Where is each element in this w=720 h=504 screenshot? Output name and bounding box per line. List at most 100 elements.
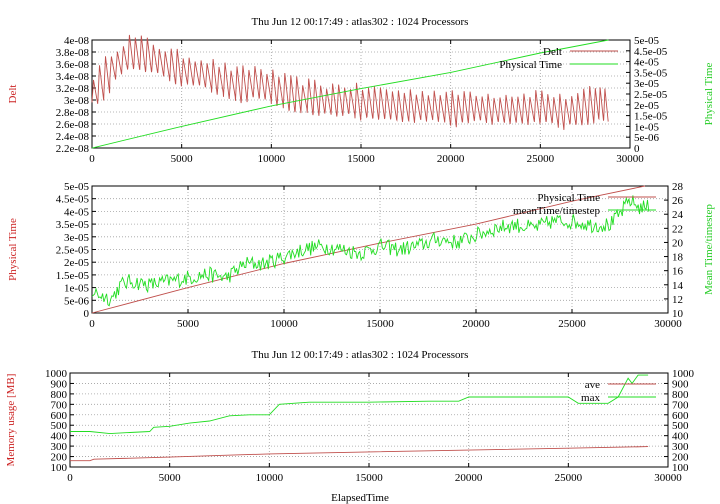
y2-tick-label: 5e-06 (634, 132, 660, 144)
y2-tick-label: 4e-05 (634, 57, 660, 69)
chart-title: Thu Jun 12 00:17:49 : atlas302 : 1024 Pr… (252, 349, 469, 361)
y-tick-label: 700 (51, 399, 68, 411)
y2-tick-label: 12 (672, 294, 683, 306)
x-tick-label: 5000 (159, 472, 182, 484)
series-line-max (70, 374, 649, 435)
chart-title: Thu Jun 12 00:17:49 : atlas302 : 1024 Pr… (252, 16, 469, 28)
x-tick-label: 20000 (462, 318, 490, 330)
y2-tick-label: 1.5e-05 (634, 111, 668, 123)
series-line-ave (70, 446, 649, 462)
y-tick-label: 600 (51, 410, 68, 422)
y2-tick-label: 2.5e-05 (634, 89, 668, 101)
x-tick-label: 30000 (654, 472, 682, 484)
x-tick-label: 25000 (555, 472, 583, 484)
x-tick-label: 25000 (527, 153, 555, 165)
y-tick-label: 2e-05 (64, 257, 90, 269)
x-tick-label: 30000 (654, 318, 682, 330)
x-tick-label: 15000 (347, 153, 375, 165)
y2-tick-label: 800 (672, 389, 689, 401)
y2-tick-label: 700 (672, 399, 689, 411)
y-tick-label: 2.6e-08 (56, 119, 90, 131)
y2-tick-label: 2e-05 (634, 100, 660, 112)
y2-tick-label: 26 (672, 195, 684, 207)
y-tick-label: 4e-08 (64, 35, 90, 47)
y2-axis-label: Mean Time/timestep (703, 204, 715, 295)
y-axis-label: Physical Time (7, 218, 19, 281)
y-tick-label: 4.5e-05 (56, 194, 90, 206)
y-tick-label: 0 (84, 308, 90, 320)
x-tick-label: 15000 (366, 318, 394, 330)
y-tick-label: 1000 (45, 368, 68, 380)
y-tick-label: 5e-06 (64, 295, 90, 307)
y-axis-label: Memory usage [MB] (5, 374, 17, 467)
y-tick-label: 2.8e-08 (56, 107, 90, 119)
y-tick-label: 800 (51, 389, 68, 401)
y2-tick-label: 100 (672, 462, 689, 474)
y2-tick-label: 28 (672, 181, 684, 193)
y2-tick-label: 5e-05 (634, 35, 660, 47)
x-tick-label: 0 (89, 318, 95, 330)
y-tick-label: 3.4e-08 (56, 71, 90, 83)
legend-label: Physical Time (537, 192, 600, 204)
y-tick-label: 3e-05 (64, 232, 90, 244)
y-tick-label: 4e-05 (64, 206, 90, 218)
series-line-delt (91, 34, 609, 130)
legend-label: Physical Time (499, 59, 562, 71)
y-tick-label: 2.4e-08 (56, 131, 90, 143)
y2-tick-label: 18 (672, 252, 684, 264)
x-tick-label: 10000 (270, 318, 298, 330)
y2-tick-label: 300 (672, 441, 689, 453)
y-tick-label: 100 (51, 462, 68, 474)
y-tick-label: 500 (51, 420, 68, 432)
y-tick-label: 3.5e-05 (56, 219, 90, 231)
series-line-physical-time (91, 39, 609, 149)
y2-tick-label: 200 (672, 452, 689, 464)
y2-tick-label: 600 (672, 410, 689, 422)
y2-tick-label: 1000 (672, 368, 695, 380)
y2-tick-label: 10 (672, 308, 684, 320)
legend-label: ave (585, 379, 600, 391)
y2-tick-label: 24 (672, 209, 684, 221)
y-tick-label: 1.5e-05 (56, 270, 90, 282)
y2-tick-label: 1e-05 (634, 121, 660, 133)
y2-tick-label: 3.5e-05 (634, 67, 668, 79)
x-tick-label: 5000 (177, 318, 200, 330)
x-tick-label: 20000 (455, 472, 483, 484)
legend-label: meanTime/timestep (513, 205, 600, 217)
y2-tick-label: 900 (672, 378, 689, 390)
y-tick-label: 5e-05 (64, 181, 90, 193)
y-tick-label: 1e-05 (64, 283, 90, 295)
legend-label: max (581, 392, 600, 404)
y2-tick-label: 20 (672, 237, 684, 249)
y-tick-label: 3e-08 (64, 95, 90, 107)
y-tick-label: 200 (51, 452, 68, 464)
y-tick-label: 400 (51, 431, 68, 443)
y-tick-label: 3.8e-08 (56, 47, 90, 59)
x-tick-label: 25000 (558, 318, 586, 330)
x-tick-label: 10000 (256, 472, 284, 484)
y-tick-label: 2.2e-08 (56, 143, 90, 155)
plot-frame (69, 372, 669, 468)
series-line-physical-time (91, 185, 646, 314)
y2-tick-label: 0 (634, 143, 640, 155)
y2-tick-label: 22 (672, 223, 683, 235)
legend-label: Delt (543, 46, 562, 58)
y2-tick-label: 4.5e-05 (634, 46, 668, 58)
y-tick-label: 3.2e-08 (56, 83, 90, 95)
x-axis-label: ElapsedTime (331, 492, 389, 504)
x-tick-label: 30000 (616, 153, 644, 165)
y2-tick-label: 3e-05 (634, 78, 660, 90)
x-tick-label: 0 (67, 472, 73, 484)
x-tick-label: 0 (89, 153, 95, 165)
y2-tick-label: 400 (672, 431, 689, 443)
y-tick-label: 2.5e-05 (56, 245, 90, 257)
x-tick-label: 10000 (258, 153, 286, 165)
y-tick-label: 3.6e-08 (56, 59, 90, 71)
x-tick-label: 5000 (171, 153, 194, 165)
y2-axis-label: Physical Time (703, 63, 715, 126)
series-line-meantime-timestep (91, 195, 650, 307)
y2-tick-label: 500 (672, 420, 689, 432)
x-tick-label: 15000 (355, 472, 383, 484)
y-tick-label: 300 (51, 441, 68, 453)
